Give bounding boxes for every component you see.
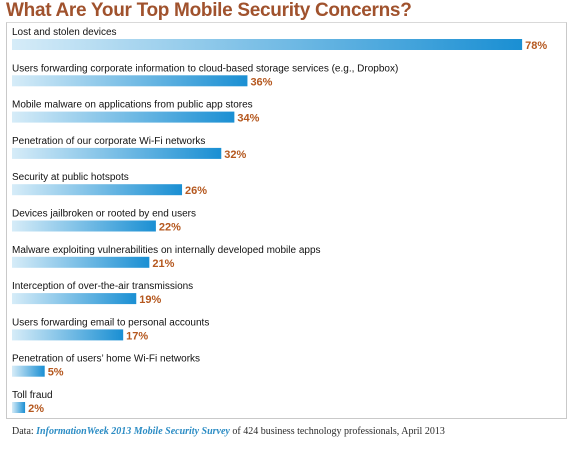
category-label: Malware exploiting vulnerabilities on in… bbox=[12, 245, 321, 256]
bar bbox=[12, 39, 523, 50]
category-label: Users forwarding corporate information t… bbox=[12, 63, 398, 74]
chart-frame bbox=[6, 22, 567, 419]
bar bbox=[12, 111, 235, 123]
value-label: 34% bbox=[237, 113, 259, 125]
category-label: Users forwarding email to personal accou… bbox=[12, 317, 209, 328]
bar bbox=[12, 402, 26, 413]
source-publication: InformationWeek 2013 Mobile Security Sur… bbox=[36, 426, 230, 437]
category-label: Mobile malware on applications from publ… bbox=[12, 100, 253, 111]
value-label: 32% bbox=[224, 149, 246, 161]
source-prefix: Data: bbox=[12, 426, 37, 437]
value-label: 26% bbox=[185, 185, 207, 197]
value-label: 21% bbox=[152, 258, 174, 270]
value-label: 78% bbox=[525, 40, 547, 52]
category-label: Toll fraud bbox=[12, 390, 53, 401]
category-label: Penetration of users’ home Wi-Fi network… bbox=[12, 354, 200, 365]
category-label: Lost and stolen devices bbox=[12, 27, 117, 38]
bar bbox=[12, 147, 222, 159]
category-label: Security at public hotspots bbox=[12, 172, 129, 183]
bars-group: Lost and stolen devices 78% Users forwardi… bbox=[12, 27, 547, 415]
value-label: 19% bbox=[139, 294, 161, 306]
value-label: 5% bbox=[48, 367, 64, 379]
value-label: 22% bbox=[159, 222, 181, 234]
bar bbox=[12, 256, 150, 268]
bar bbox=[12, 365, 45, 377]
source-suffix: of 424 business technology professionals… bbox=[229, 426, 445, 437]
category-label: Devices jailbroken or rooted by end user… bbox=[12, 209, 196, 220]
bar bbox=[12, 220, 156, 232]
data-source-note: Data: InformationWeek 2013 Mobile Securi… bbox=[12, 426, 445, 437]
value-label: 2% bbox=[28, 403, 44, 415]
chart-title: What Are Your Top Mobile Security Concer… bbox=[6, 0, 412, 21]
bar bbox=[12, 329, 124, 341]
category-label: Interception of over-the-air transmissio… bbox=[12, 281, 193, 292]
value-label: 36% bbox=[250, 76, 272, 88]
category-label: Penetration of our corporate Wi-Fi netwo… bbox=[12, 136, 205, 147]
bar bbox=[12, 184, 183, 196]
bar bbox=[12, 293, 137, 305]
value-label: 17% bbox=[126, 330, 148, 342]
bar bbox=[12, 75, 248, 87]
